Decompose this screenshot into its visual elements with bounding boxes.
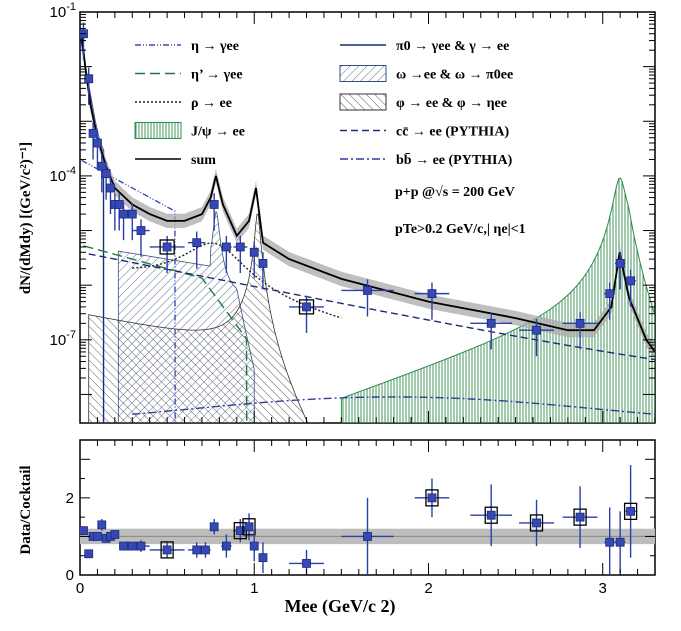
bottom-y-tick-label: 0	[66, 567, 74, 584]
legend: η → γee η’ → γee ρ → ee J/ψ → ee sum π0 → γee…	[134, 39, 513, 168]
sum-curve	[80, 33, 655, 353]
top-point	[249, 247, 259, 257]
annotation-cuts: pTe>0.2 GeV/c,| ηe|<1	[395, 222, 526, 237]
top-point	[192, 238, 202, 248]
ratio-point	[532, 518, 541, 528]
ratio-point	[615, 537, 625, 547]
ratio-point	[486, 510, 496, 520]
ratio-point	[575, 512, 585, 522]
ratio-point	[626, 506, 636, 516]
ratio-point	[201, 545, 210, 555]
legend-label: cc̄ → ee (PYTHIA)	[396, 125, 509, 140]
ratio-point	[192, 545, 202, 555]
legend-label: sum	[191, 153, 216, 168]
jpsi-fill	[340, 177, 655, 423]
annotation-collision: p+p @√s = 200 GeV	[395, 185, 515, 200]
top-point	[93, 138, 102, 148]
top-point-sys-box	[159, 239, 175, 255]
top-point	[114, 200, 124, 209]
top-point	[532, 325, 541, 335]
ratio-point-sys-box	[160, 541, 174, 559]
legend-label: bb̄ → ee (PYTHIA)	[396, 152, 513, 168]
top-point	[486, 318, 496, 328]
top-point	[235, 242, 245, 252]
bottom-x-tick-label: 0	[76, 580, 84, 597]
legend-label: η → γee	[191, 39, 239, 54]
phi-fill	[88, 213, 325, 423]
ratio-point	[110, 530, 120, 539]
ratio-point	[235, 526, 245, 536]
ratio-point	[80, 526, 88, 536]
ratio-point	[249, 541, 259, 551]
ratio-point-sys-box	[242, 518, 256, 536]
ratio-point	[209, 522, 219, 532]
legend-label: φ → ee & φ → ηee	[396, 96, 507, 111]
ratio-point-sys-box	[529, 514, 544, 532]
top-point	[209, 200, 219, 209]
ratio-point	[427, 493, 437, 503]
legend-swatch	[134, 122, 182, 139]
legend-label: ρ → ee	[191, 96, 232, 111]
top-point	[427, 289, 437, 299]
ratio-point	[119, 541, 128, 551]
ratio-point	[221, 541, 231, 551]
charm-curve	[88, 253, 655, 361]
ratio-point-sys-box	[623, 502, 638, 521]
top-point	[575, 318, 585, 328]
bottom-x-tick-label: 2	[424, 580, 432, 597]
top-point	[162, 242, 172, 252]
ratio-point	[302, 559, 311, 568]
top-point	[363, 286, 372, 295]
top-y-tick-label: 10-1	[50, 1, 76, 21]
top-point	[136, 226, 146, 235]
ratio-point-sys-box	[425, 489, 439, 507]
top-point	[258, 259, 268, 268]
top-axis-ticks: 10-1 10-4 10-7	[50, 1, 656, 423]
x-axis-label: Mee (GeV/c 2)	[285, 596, 396, 617]
legend-label: J/ψ → ee	[191, 125, 245, 140]
data-points-bottom	[80, 465, 638, 575]
bottom-x-tick-label: 3	[599, 580, 607, 597]
top-point	[626, 276, 636, 286]
legend-swatch	[339, 65, 387, 82]
top-point-sys-box	[298, 299, 315, 315]
top-y-tick-label: 10-4	[50, 165, 76, 185]
ratio-point-sys-box	[484, 506, 498, 524]
top-y-tick-label: 10-7	[50, 329, 76, 349]
ratio-point	[93, 532, 102, 541]
ratio-point	[84, 549, 94, 559]
top-y-axis-label: dN/(dMdy) [(GeV/c²)⁻¹]	[18, 142, 34, 294]
ratio-point	[244, 522, 254, 532]
ratio-point	[162, 545, 172, 555]
ratio-point	[97, 520, 107, 530]
legend-label: ω →ee & ω → π0ee	[396, 68, 513, 83]
top-point	[97, 161, 107, 171]
etaprime-curve	[83, 245, 248, 423]
top-point	[88, 128, 98, 138]
ratio-point	[605, 537, 615, 547]
bottom-x-tick-label: 1	[250, 580, 258, 597]
legend-label: η’ → γee	[191, 68, 243, 83]
top-point	[605, 289, 615, 299]
bottom-y-axis-label: Data/Cocktail	[18, 465, 34, 554]
legend-swatch	[339, 93, 387, 111]
bottom-axis-ticks: 0 2 0 1 2 3	[66, 439, 656, 597]
top-point	[127, 209, 137, 219]
legend-label: π0 → γee & γ → ee	[396, 39, 509, 54]
bottom-curve	[132, 396, 655, 415]
ratio-point-sys-box	[573, 508, 587, 526]
top-point	[615, 259, 625, 268]
top-point	[221, 242, 231, 252]
top-point	[106, 183, 115, 193]
top-point	[302, 302, 311, 312]
top-point	[119, 209, 128, 219]
top-point	[101, 169, 111, 179]
data-points-top	[80, 22, 636, 357]
component-fills	[88, 177, 655, 423]
bottom-y-tick-label: 2	[66, 490, 74, 507]
ratio-point	[363, 532, 372, 541]
ratio-point	[258, 553, 268, 563]
ratio-point	[136, 541, 146, 551]
